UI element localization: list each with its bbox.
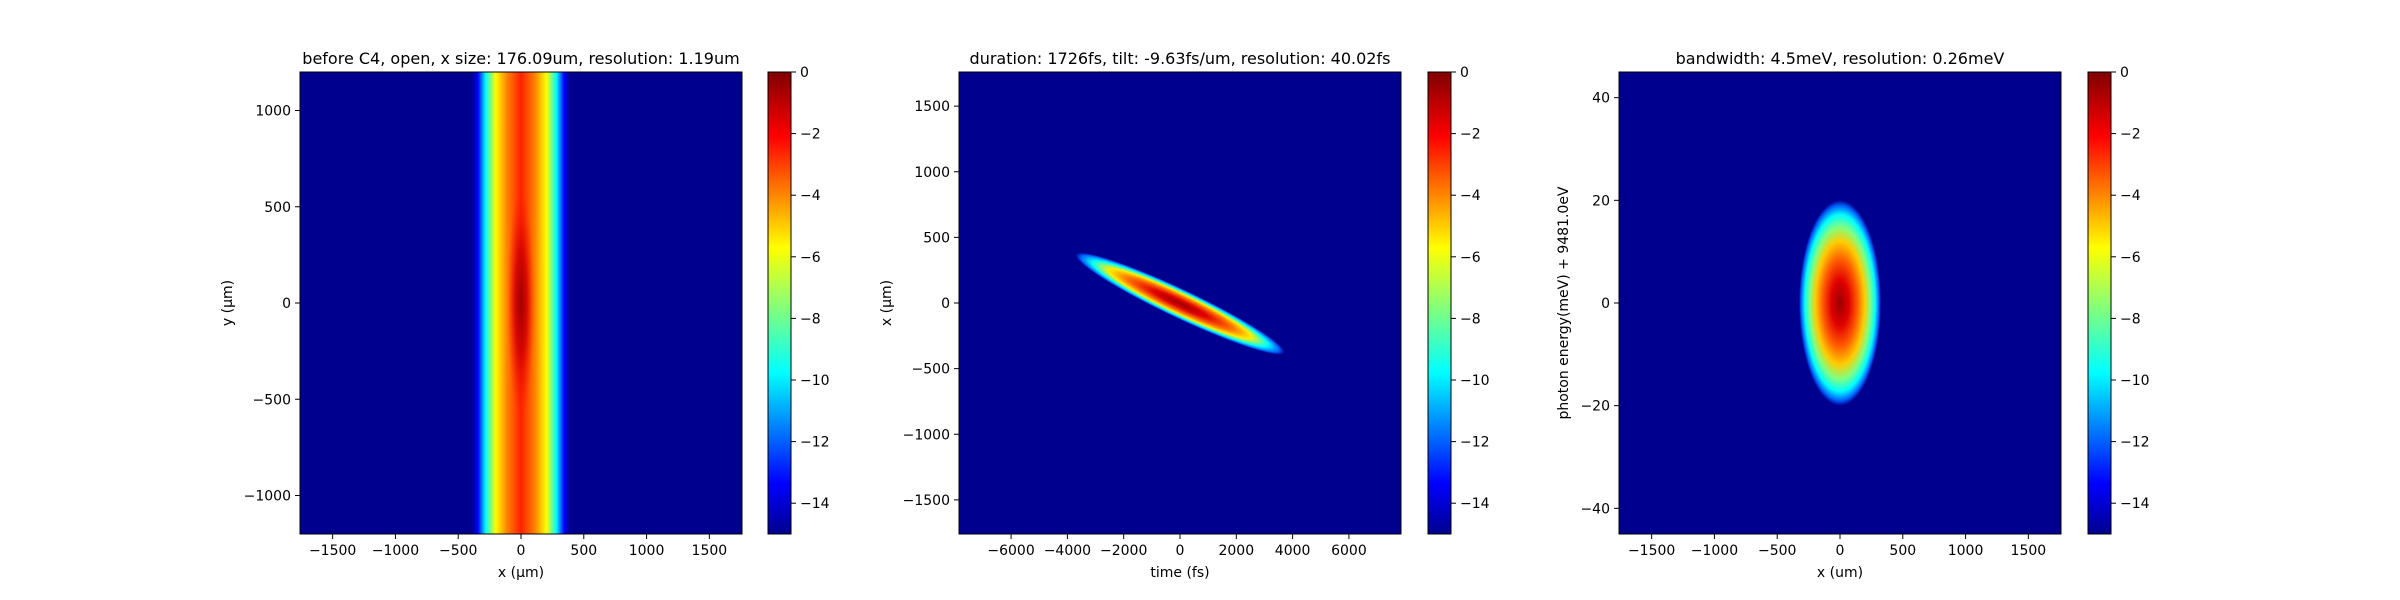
y-axis-ticks: −1000 −500 0 500 1000: [244, 104, 300, 505]
spectrum-blob: [1799, 200, 1881, 406]
x-tick-label: 0: [517, 543, 526, 559]
tilted-pulse: [1075, 252, 1285, 355]
colorbar-tick-label: −12: [800, 435, 830, 451]
colorbar-tick-label: −4: [800, 188, 821, 204]
y-tick-label: 500: [264, 200, 291, 216]
y-tick-label: 0: [941, 296, 950, 312]
colorbar-tick-label: −14: [800, 496, 830, 512]
x-tick-label: 0: [1176, 543, 1185, 559]
colorbar-tick-label: −6: [2120, 250, 2141, 266]
colorbar: [2087, 71, 2112, 535]
y-tick-label: −1000: [244, 489, 291, 505]
colorbar-tick-label: −8: [2120, 311, 2141, 327]
x-axis-ticks: −1500 −1000 −500 0 500 1000 1500: [1628, 534, 2046, 559]
x-tick-label: −1000: [372, 543, 419, 559]
x-axis-label: x (μm): [498, 565, 544, 581]
x-axis-ticks: −6000 −4000 −2000 0 2000 4000 6000: [987, 534, 1367, 559]
x-tick-label: −4000: [1044, 543, 1091, 559]
chart-title: duration: 1726fs, tilt: -9.63fs/um, reso…: [970, 49, 1391, 68]
x-tick-label: −2000: [1100, 543, 1147, 559]
x-axis-label: time (fs): [1150, 565, 1209, 581]
colorbar-tick-label: 0: [800, 65, 809, 81]
colorbar-tick-label: −14: [2120, 496, 2150, 512]
y-tick-label: −1000: [903, 427, 950, 443]
colorbar-ticks: 0 −2 −4 −6 −8 −10 −12 −14: [1451, 65, 1490, 512]
y-tick-label: 500: [923, 230, 950, 246]
x-tick-label: 500: [570, 543, 597, 559]
x-tick-label: 1500: [2011, 543, 2047, 559]
x-tick-label: −1500: [1628, 543, 1675, 559]
colorbar-tick-label: −10: [800, 373, 830, 389]
colorbar-tick-label: −6: [1460, 250, 1481, 266]
colorbar-tick-label: −10: [2120, 373, 2150, 389]
y-axis-ticks: −40 −20 0 20 40: [1580, 91, 1619, 517]
x-axis-label: x (um): [1817, 565, 1863, 581]
x-tick-label: −500: [439, 543, 477, 559]
y-axis-label: y (μm): [220, 280, 236, 326]
colorbar-ticks: 0 −2 −4 −6 −8 −10 −12 −14: [791, 65, 830, 512]
y-tick-label: −40: [1580, 501, 1610, 517]
colorbar-tick-label: −12: [1460, 435, 1490, 451]
x-tick-label: 0: [1836, 543, 1845, 559]
x-tick-label: 1500: [692, 543, 728, 559]
colorbar-tick-label: −10: [1460, 373, 1490, 389]
y-tick-label: 1500: [914, 99, 950, 115]
x-tick-label: 4000: [1275, 543, 1311, 559]
panel-spectrum: bandwidth: 4.5meV, resolution: 0.26meV −…: [1556, 49, 2150, 581]
x-tick-label: −1000: [1691, 543, 1738, 559]
colorbar-tick-label: −6: [800, 250, 821, 266]
colorbar-ticks: 0 −2 −4 −6 −8 −10 −12 −14: [2111, 65, 2150, 512]
colorbar-tick-label: −14: [1460, 496, 1490, 512]
colorbar: [767, 71, 792, 535]
colorbar: [1427, 71, 1452, 535]
colorbar-tick-label: −2: [2120, 127, 2141, 143]
y-tick-label: 0: [1601, 296, 1610, 312]
chart-title: bandwidth: 4.5meV, resolution: 0.26meV: [1676, 49, 2005, 68]
x-tick-label: 2000: [1218, 543, 1254, 559]
y-axis-ticks: −1500 −1000 −500 0 500 1000 1500: [903, 99, 959, 509]
y-tick-label: −20: [1580, 399, 1610, 415]
x-tick-label: 500: [1889, 543, 1916, 559]
x-tick-label: 1000: [1948, 543, 1984, 559]
panel-time-profile: duration: 1726fs, tilt: -9.63fs/um, reso…: [879, 49, 1490, 581]
panel-beam-profile: before C4, open, x size: 176.09um, resol…: [220, 49, 830, 581]
y-tick-label: 1000: [255, 104, 291, 120]
x-tick-label: −500: [1758, 543, 1796, 559]
colorbar-tick-label: 0: [2120, 65, 2129, 81]
y-tick-label: 1000: [914, 165, 950, 181]
colorbar-tick-label: 0: [1460, 65, 1469, 81]
x-tick-label: −1500: [309, 543, 356, 559]
y-tick-label: −1500: [903, 493, 950, 509]
y-tick-label: 0: [282, 296, 291, 312]
y-axis-label: photon energy(meV) + 9481.0eV: [1556, 186, 1572, 419]
x-tick-label: −6000: [987, 543, 1034, 559]
colorbar-tick-label: −4: [2120, 188, 2141, 204]
colorbar-tick-label: −8: [800, 311, 821, 327]
chart-title: before C4, open, x size: 176.09um, resol…: [302, 49, 739, 68]
colorbar-tick-label: −8: [1460, 311, 1481, 327]
colorbar-tick-label: −12: [2120, 435, 2150, 451]
colorbar-tick-label: −4: [1460, 188, 1481, 204]
x-tick-label: 1000: [629, 543, 665, 559]
colorbar-tick-label: −2: [800, 127, 821, 143]
colorbar-tick-label: −2: [1460, 127, 1481, 143]
y-tick-label: −500: [912, 362, 950, 378]
y-tick-label: 40: [1592, 91, 1610, 107]
x-axis-ticks: −1500 −1000 −500 0 500 1000 1500: [309, 534, 727, 559]
beam-core: [507, 187, 535, 419]
y-tick-label: 20: [1592, 193, 1610, 209]
y-tick-label: −500: [253, 392, 291, 408]
y-axis-label: x (μm): [879, 280, 895, 326]
x-tick-label: 6000: [1331, 543, 1367, 559]
